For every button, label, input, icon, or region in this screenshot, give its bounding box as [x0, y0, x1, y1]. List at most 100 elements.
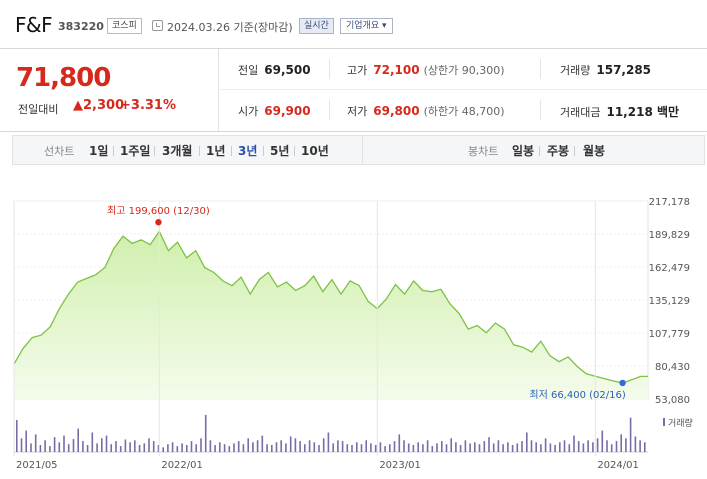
volume: 거래량 157,285	[560, 62, 651, 78]
volume-bar	[25, 430, 27, 453]
period-3y[interactable]: 3년	[238, 144, 258, 158]
company-overview-button[interactable]: 기업개요 ▾	[340, 18, 393, 34]
volume-bar	[115, 441, 117, 452]
period-5y[interactable]: 5년	[270, 144, 290, 158]
volume-bar	[337, 440, 339, 452]
volume-bar	[200, 438, 202, 452]
divider	[199, 146, 200, 156]
volume-bar	[530, 440, 533, 452]
x-tick-label: 2023/01	[379, 460, 421, 471]
candle-monthly[interactable]: 월봉	[583, 144, 606, 158]
y-tick-label: 217,178	[649, 197, 690, 208]
divider	[540, 100, 541, 120]
x-axis: 2021/05 2022/01 2023/01 2024/01	[13, 201, 639, 471]
divider	[154, 146, 155, 156]
volume-bar	[233, 443, 235, 452]
stock-name: F&F	[15, 13, 53, 37]
volume-bar	[256, 440, 259, 452]
volume-bar	[577, 441, 580, 452]
volume-bar	[573, 435, 575, 452]
volume-bar	[469, 443, 471, 452]
divider	[294, 146, 295, 156]
volume-bar	[568, 444, 571, 452]
volume-bar	[67, 444, 70, 452]
volume-bar	[374, 445, 377, 452]
market-badge: 코스피	[107, 18, 142, 34]
volume-bar	[223, 444, 226, 452]
candle-daily[interactable]: 일봉	[512, 144, 535, 158]
volume-bar	[332, 443, 334, 452]
prev-close: 전일 69,500	[238, 62, 311, 78]
volume-bar	[271, 445, 273, 452]
volume-bar	[549, 443, 552, 452]
divider	[329, 100, 330, 120]
volume-bar	[105, 435, 108, 452]
period-10y[interactable]: 10년	[301, 144, 329, 158]
volume-bar	[483, 441, 486, 452]
volume-bar	[639, 440, 641, 452]
min-label: 최저 66,400 (02/16)	[529, 389, 625, 401]
volume-bar	[162, 447, 164, 452]
volume-bar	[412, 445, 415, 452]
low-value: 69,800	[373, 104, 420, 118]
volume-bar	[30, 443, 32, 452]
y-tick-label: 107,779	[649, 329, 690, 340]
volume-bar	[280, 440, 282, 452]
volume-bar	[540, 444, 542, 452]
volume-bar	[77, 428, 79, 452]
open-value: 69,900	[264, 104, 311, 118]
volume-bar	[86, 445, 89, 452]
volume-bar	[492, 443, 495, 452]
volume-bar	[44, 440, 46, 452]
y-tick-label: 80,430	[655, 362, 690, 373]
candle-weekly[interactable]: 주봉	[547, 144, 570, 158]
volume-bar	[190, 441, 193, 452]
price-panel: 71,800 전일대비 ▲2,300 +3.31% 전일 69,500 고가 72,…	[0, 48, 707, 132]
volume-bar	[360, 444, 363, 452]
volume-bar	[459, 445, 462, 452]
volume-bar	[488, 437, 490, 452]
volume-bar	[214, 445, 216, 452]
price-area	[14, 231, 648, 399]
volume-bar	[209, 440, 212, 452]
volume-bar	[134, 440, 136, 452]
volume-bar	[58, 442, 61, 453]
volume-bar	[171, 442, 174, 453]
volume-bar	[511, 445, 514, 452]
high-value: 72,100	[373, 63, 420, 77]
divider	[574, 146, 575, 156]
volume-bar	[237, 441, 240, 452]
volume-bar	[275, 442, 278, 453]
volume-bar	[266, 444, 268, 452]
period-1y[interactable]: 1년	[206, 144, 226, 158]
period-3m[interactable]: 3개월	[162, 144, 193, 158]
volume-bar	[152, 441, 155, 452]
volume-bar	[299, 441, 301, 452]
volume-bar	[403, 440, 405, 452]
volume-bar	[629, 417, 632, 452]
volume-bar	[129, 442, 131, 453]
period-1w[interactable]: 1주일	[120, 144, 151, 158]
volume-bar	[346, 444, 349, 452]
period-bar: 선차트 1일 1주일 3개월 1년 3년 5년 10년 봉차트 일봉 주봉 월봉	[12, 135, 705, 165]
volume-bar	[313, 442, 316, 453]
volume-bar	[526, 432, 528, 452]
as-of-date-value: 2024.03.26	[167, 21, 230, 34]
as-of-date: 2024.03.26 기준(장마감)	[167, 19, 293, 35]
volume-bar	[157, 445, 160, 452]
high-label: 고가	[347, 64, 368, 77]
volume-bar	[119, 446, 122, 452]
max-marker	[155, 219, 162, 226]
change-percent: +3.31%	[120, 98, 176, 113]
volume-bar	[289, 436, 292, 452]
realtime-button[interactable]: 실시간	[299, 18, 334, 34]
volume-bar	[96, 443, 98, 452]
volume-bar	[16, 420, 18, 452]
volume-bar	[49, 446, 51, 452]
stock-code: 383220	[58, 20, 104, 33]
period-1d[interactable]: 1일	[89, 144, 109, 158]
volume-bar	[82, 441, 84, 452]
volume-bar	[615, 441, 618, 452]
volume-bar	[596, 438, 599, 452]
prev-close-label: 전일	[238, 64, 259, 77]
